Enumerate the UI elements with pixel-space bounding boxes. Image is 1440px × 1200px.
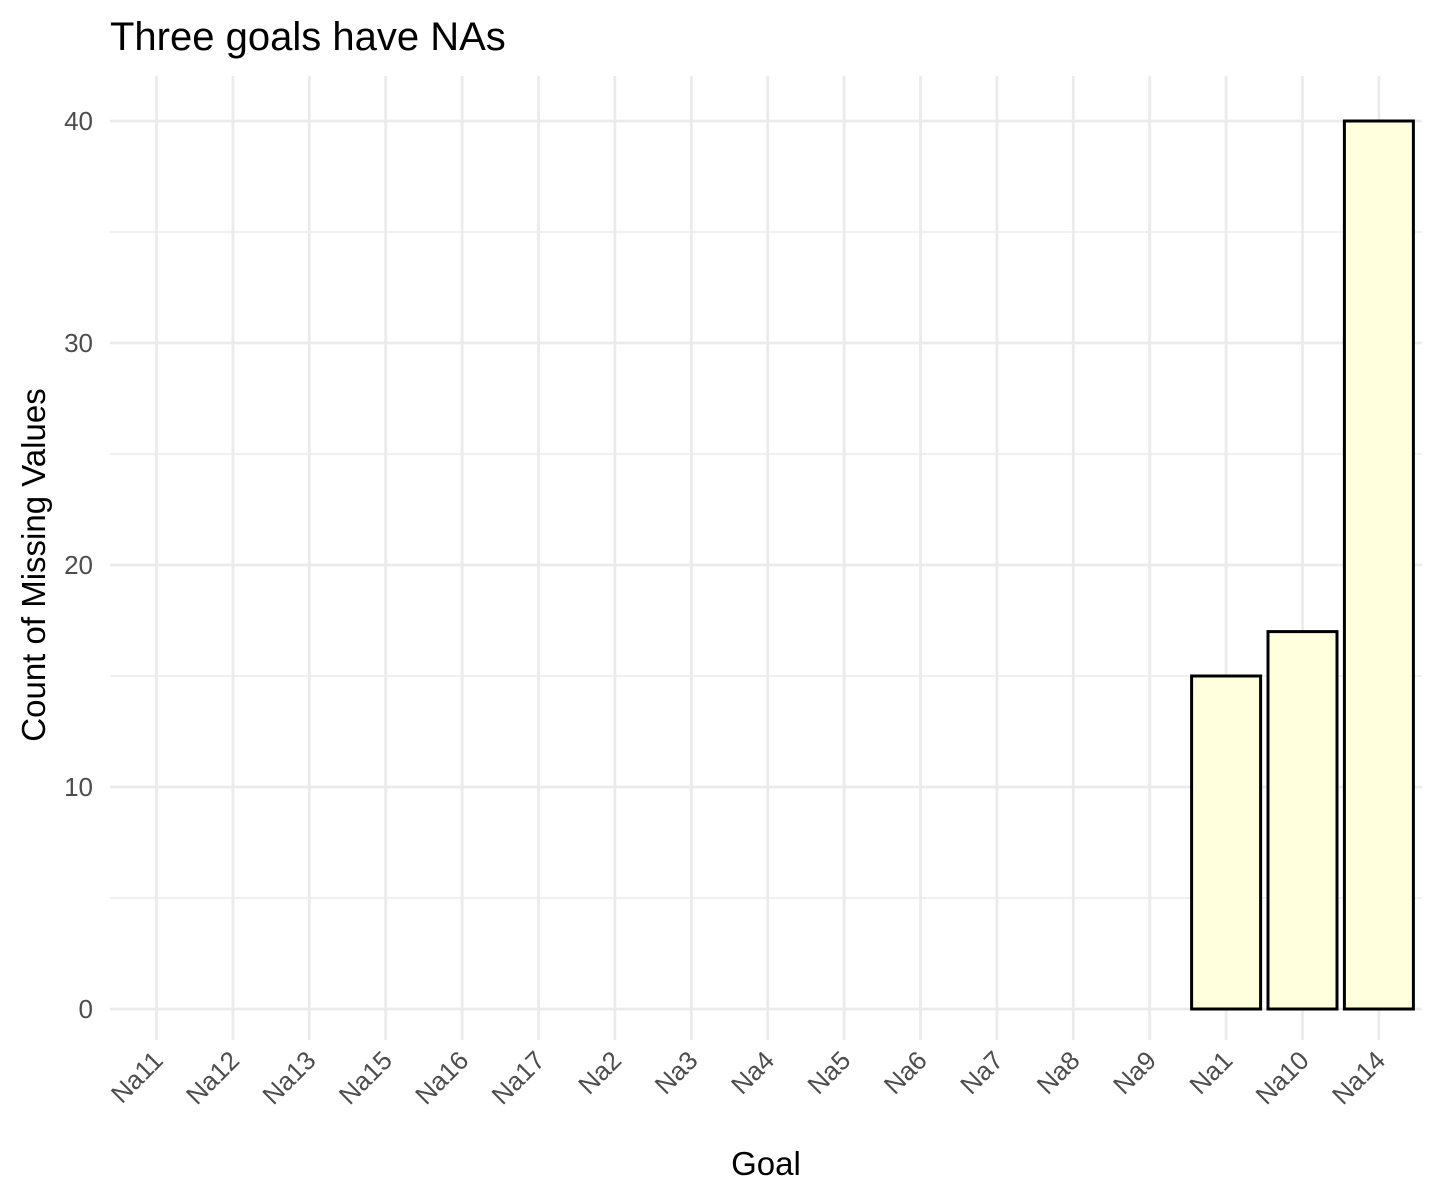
x-tick-label: Na13 — [256, 1045, 321, 1110]
grid — [110, 76, 1422, 1040]
y-axis-ticks: 0 10 20 30 40 — [64, 106, 93, 1024]
bar-na10 — [1266, 630, 1339, 1011]
y-tick-label: 20 — [64, 550, 93, 580]
x-tick-label: Na8 — [1031, 1045, 1086, 1100]
x-tick-label: Na9 — [1107, 1045, 1162, 1100]
x-tick-label: Na15 — [333, 1045, 398, 1110]
y-tick-label: 30 — [64, 328, 93, 358]
x-axis-title: Goal — [731, 1145, 801, 1182]
x-tick-label: Na17 — [486, 1045, 551, 1110]
chart-title: Three goals have NAs — [110, 15, 506, 59]
x-tick-label: Na16 — [409, 1045, 474, 1110]
bar-na14 — [1342, 119, 1415, 1011]
x-tick-label: Na11 — [105, 1045, 169, 1109]
y-tick-label: 40 — [64, 106, 93, 136]
y-axis-title: Count of Missing Values — [15, 388, 52, 741]
bars — [1190, 119, 1415, 1011]
x-tick-label: Na1 — [1183, 1045, 1238, 1100]
y-tick-label: 10 — [64, 772, 93, 802]
x-tick-label: Na4 — [725, 1045, 780, 1100]
x-tick-label: Na2 — [572, 1045, 627, 1100]
x-tick-label: Na5 — [801, 1045, 856, 1100]
x-tick-label: Na7 — [954, 1045, 1009, 1100]
x-tick-label: Na10 — [1250, 1045, 1315, 1110]
x-tick-label: Na12 — [180, 1045, 245, 1110]
bar-na1 — [1190, 674, 1263, 1011]
x-tick-label: Na6 — [878, 1045, 933, 1100]
y-tick-label: 0 — [79, 994, 93, 1024]
x-tick-label: Na14 — [1326, 1045, 1391, 1110]
x-axis-ticks: Na11 Na12 Na13 Na15 Na16 Na17 Na2 Na3 Na4 Na5 Na6 N… — [105, 1045, 1391, 1110]
x-tick-label: Na3 — [649, 1045, 704, 1100]
